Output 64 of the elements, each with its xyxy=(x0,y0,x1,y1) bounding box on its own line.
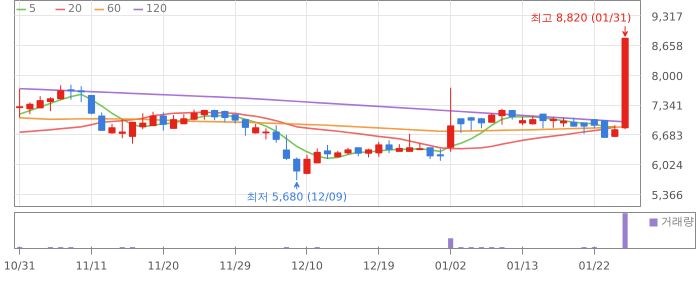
candlestick xyxy=(539,114,547,129)
candlestick xyxy=(211,109,218,121)
candlestick xyxy=(128,122,136,144)
candlestick xyxy=(550,116,557,128)
candlestick xyxy=(457,118,464,134)
candlestick xyxy=(314,148,321,164)
candlestick xyxy=(160,112,167,132)
x-tick-label: 11/20 xyxy=(147,260,180,272)
legend-label: 20 xyxy=(68,2,83,15)
candlestick xyxy=(324,144,332,160)
legend-label: 60 xyxy=(107,2,122,15)
x-tick-label: 01/02 xyxy=(434,260,466,272)
candlestick xyxy=(436,148,444,162)
legend-label: 5 xyxy=(29,2,37,15)
line-series xyxy=(18,112,616,150)
y-tick-label: 6,683 xyxy=(652,129,683,142)
y-tick-label: 7,341 xyxy=(652,100,683,113)
candlestick xyxy=(601,120,608,138)
candlestick xyxy=(303,154,311,175)
x-tick-label: 11/29 xyxy=(219,260,251,272)
candlestick xyxy=(375,141,382,158)
x-tick-label: 01/13 xyxy=(506,260,538,272)
candlestick xyxy=(221,110,228,123)
candlestick xyxy=(498,108,506,126)
candlestick xyxy=(468,116,475,131)
x-tick-label: 12/10 xyxy=(291,260,323,272)
candlestick xyxy=(611,124,618,138)
candlestick xyxy=(46,96,54,112)
y-tick-label: 5,366 xyxy=(652,188,683,202)
candlestick xyxy=(385,140,393,154)
candlestick xyxy=(170,114,178,129)
legend-label: 거래량 xyxy=(661,214,694,229)
x-tick-label: 12/19 xyxy=(362,260,395,272)
annotation: 최고 8,820 (01/31) xyxy=(530,11,632,24)
annotation: 최저 5,680 (12/09) xyxy=(246,190,348,204)
candlestick xyxy=(282,134,290,160)
candlestick xyxy=(88,94,96,115)
x-tick-label: 10/31 xyxy=(4,260,36,272)
y-tick-label: 9,317 xyxy=(652,10,683,24)
y-tick-label: 6,024 xyxy=(652,159,683,172)
x-tick-label: 01/22 xyxy=(578,260,610,272)
candlestick xyxy=(242,119,249,136)
candlestick xyxy=(200,109,208,120)
candlestick xyxy=(426,147,434,160)
y-tick-label: 8,000 xyxy=(652,70,683,83)
candlestick xyxy=(26,102,34,115)
legend-label: 120 xyxy=(146,2,167,15)
candlestick xyxy=(232,114,239,124)
candlestick xyxy=(180,114,188,124)
candlestick xyxy=(447,87,454,152)
candlestick xyxy=(580,122,588,134)
candlestick xyxy=(272,124,280,144)
candlestick xyxy=(508,110,516,120)
candlestick xyxy=(78,86,85,103)
candlestick xyxy=(57,84,64,100)
y-tick-label: 8,658 xyxy=(652,40,683,54)
candlestick xyxy=(149,111,157,126)
candlestick xyxy=(118,118,126,139)
candlestick xyxy=(98,112,106,131)
x-tick-label: 11/11 xyxy=(76,260,108,272)
candlestick xyxy=(406,133,414,152)
candlestick xyxy=(262,128,270,140)
candlestick xyxy=(36,96,44,108)
candlestick xyxy=(139,112,146,130)
